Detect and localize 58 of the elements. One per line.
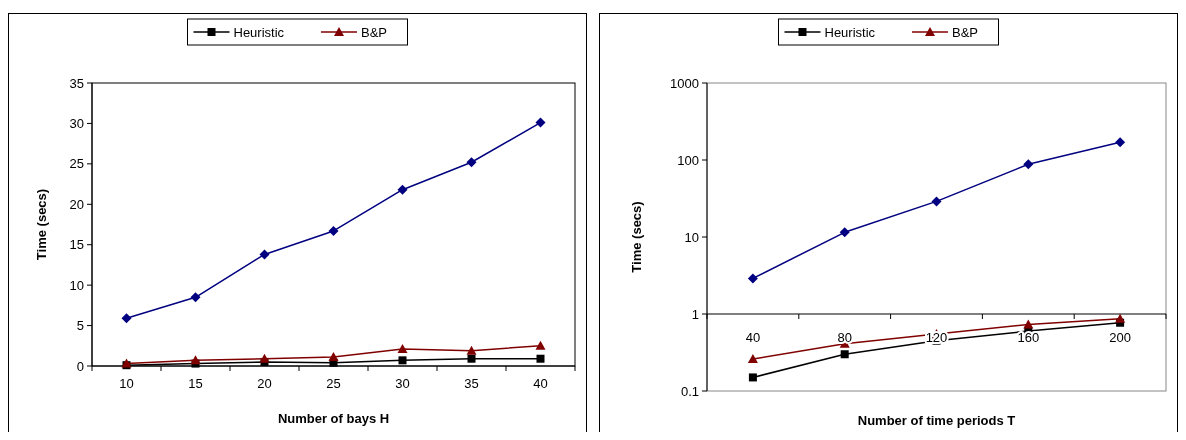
y-tick-label: 25: [69, 156, 84, 172]
x-tick-label: 40: [533, 376, 548, 391]
point: [747, 354, 758, 364]
y-axis-title: Time (secs): [34, 188, 49, 261]
point: [535, 340, 546, 350]
x-tick-label: 35: [464, 376, 479, 391]
point: [839, 227, 850, 238]
point: [398, 356, 407, 365]
point: [840, 350, 849, 359]
point: [1115, 313, 1126, 323]
point: [748, 373, 757, 382]
x-tick-label: 20: [257, 376, 272, 391]
y-tick-label: 20: [69, 196, 84, 212]
point: [328, 352, 339, 362]
point: [259, 353, 270, 363]
point: [466, 345, 477, 355]
x-tick-label: 10: [119, 376, 134, 391]
legend-label: Heuristic: [233, 24, 285, 40]
x-tick-label: 30: [395, 376, 410, 391]
x-axis-title: Number of bays H: [277, 411, 390, 426]
point: [931, 196, 942, 207]
point: [397, 344, 408, 354]
y-axis-title: Time (secs): [629, 201, 644, 273]
point: [1115, 137, 1126, 148]
x-tick-label: 200: [1109, 330, 1131, 345]
point: [190, 292, 201, 303]
point: [466, 157, 477, 168]
point: [259, 249, 270, 260]
y-tick-label: 30: [69, 115, 84, 131]
point: [535, 117, 546, 128]
point: [121, 313, 132, 324]
x-tick-label: 40: [745, 330, 761, 345]
point: [1023, 319, 1034, 329]
x-axis-title: Number of time periods T: [857, 413, 1016, 428]
y-tick-label: 1000: [670, 75, 699, 91]
x-tick-label: 80: [837, 330, 852, 345]
y-tick-label: 1: [691, 306, 699, 322]
x-tick-label: 15: [188, 376, 203, 391]
y-tick-label: 0: [76, 358, 84, 374]
y-tick-label: 10: [684, 229, 699, 245]
legend-label: B&P: [361, 24, 388, 40]
y-tick-label: 100: [677, 152, 699, 168]
point: [190, 355, 201, 365]
point: [747, 273, 758, 284]
y-tick-label: 15: [69, 237, 84, 253]
y-tick-label: 0.1: [680, 383, 699, 399]
x-tick-label: 160: [1017, 330, 1040, 345]
point: [536, 354, 545, 363]
point: [397, 184, 408, 195]
point: [328, 225, 339, 236]
point: [1023, 159, 1034, 170]
y-tick-label: 35: [69, 75, 84, 91]
y-tick-label: 10: [69, 277, 84, 293]
y-tick-label: 5: [76, 318, 84, 334]
legend-label: B&P: [952, 24, 979, 40]
x-tick-label: 25: [326, 376, 341, 391]
legend-label: Heuristic: [824, 24, 876, 40]
point: [467, 354, 476, 363]
